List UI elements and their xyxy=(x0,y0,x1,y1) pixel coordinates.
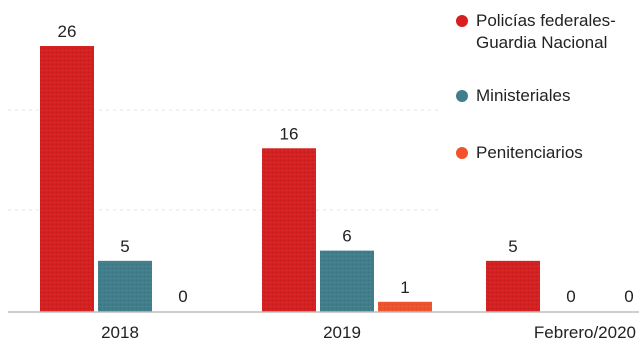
tick-label-1: 2019 xyxy=(323,323,361,342)
value-labels: 26 5 0 16 6 1 5 0 0 xyxy=(58,22,634,306)
tick-label-0: 2018 xyxy=(101,323,139,342)
value-label-2018-0: 26 xyxy=(58,22,77,41)
bar-texture-2018-0 xyxy=(40,46,94,312)
legend-marker-2 xyxy=(456,147,468,159)
value-label-2019-0: 16 xyxy=(280,124,299,143)
bar-texture-2019-2 xyxy=(378,301,432,312)
tick-label-2: Febrero/2020 xyxy=(534,323,636,342)
value-label-Febrero/2020-2: 0 xyxy=(624,287,633,306)
bars xyxy=(40,46,540,312)
bar-texture-2019-1 xyxy=(320,250,374,312)
legend-label-0: Policías federales-Guardia Nacional xyxy=(476,11,616,52)
value-label-Febrero/2020-0: 5 xyxy=(508,237,517,256)
bar-texture-2018-1 xyxy=(98,260,152,312)
bar-texture-Febrero/2020-0 xyxy=(486,260,540,312)
legend-marker-0 xyxy=(456,15,468,27)
value-label-2019-1: 6 xyxy=(342,227,351,246)
legend-label-1: Ministeriales xyxy=(476,86,570,105)
value-label-2018-1: 5 xyxy=(120,237,129,256)
legend: Policías federales-Guardia Nacional Minis… xyxy=(456,11,616,162)
x-axis-tick-labels: 2018 2019 Febrero/2020 xyxy=(101,323,636,342)
value-label-2019-2: 1 xyxy=(400,278,409,297)
legend-marker-1 xyxy=(456,90,468,102)
legend-label-2: Penitenciarios xyxy=(476,143,583,162)
value-label-Febrero/2020-1: 0 xyxy=(566,287,575,306)
bar-texture-2019-0 xyxy=(262,148,316,312)
value-label-2018-2: 0 xyxy=(178,287,187,306)
